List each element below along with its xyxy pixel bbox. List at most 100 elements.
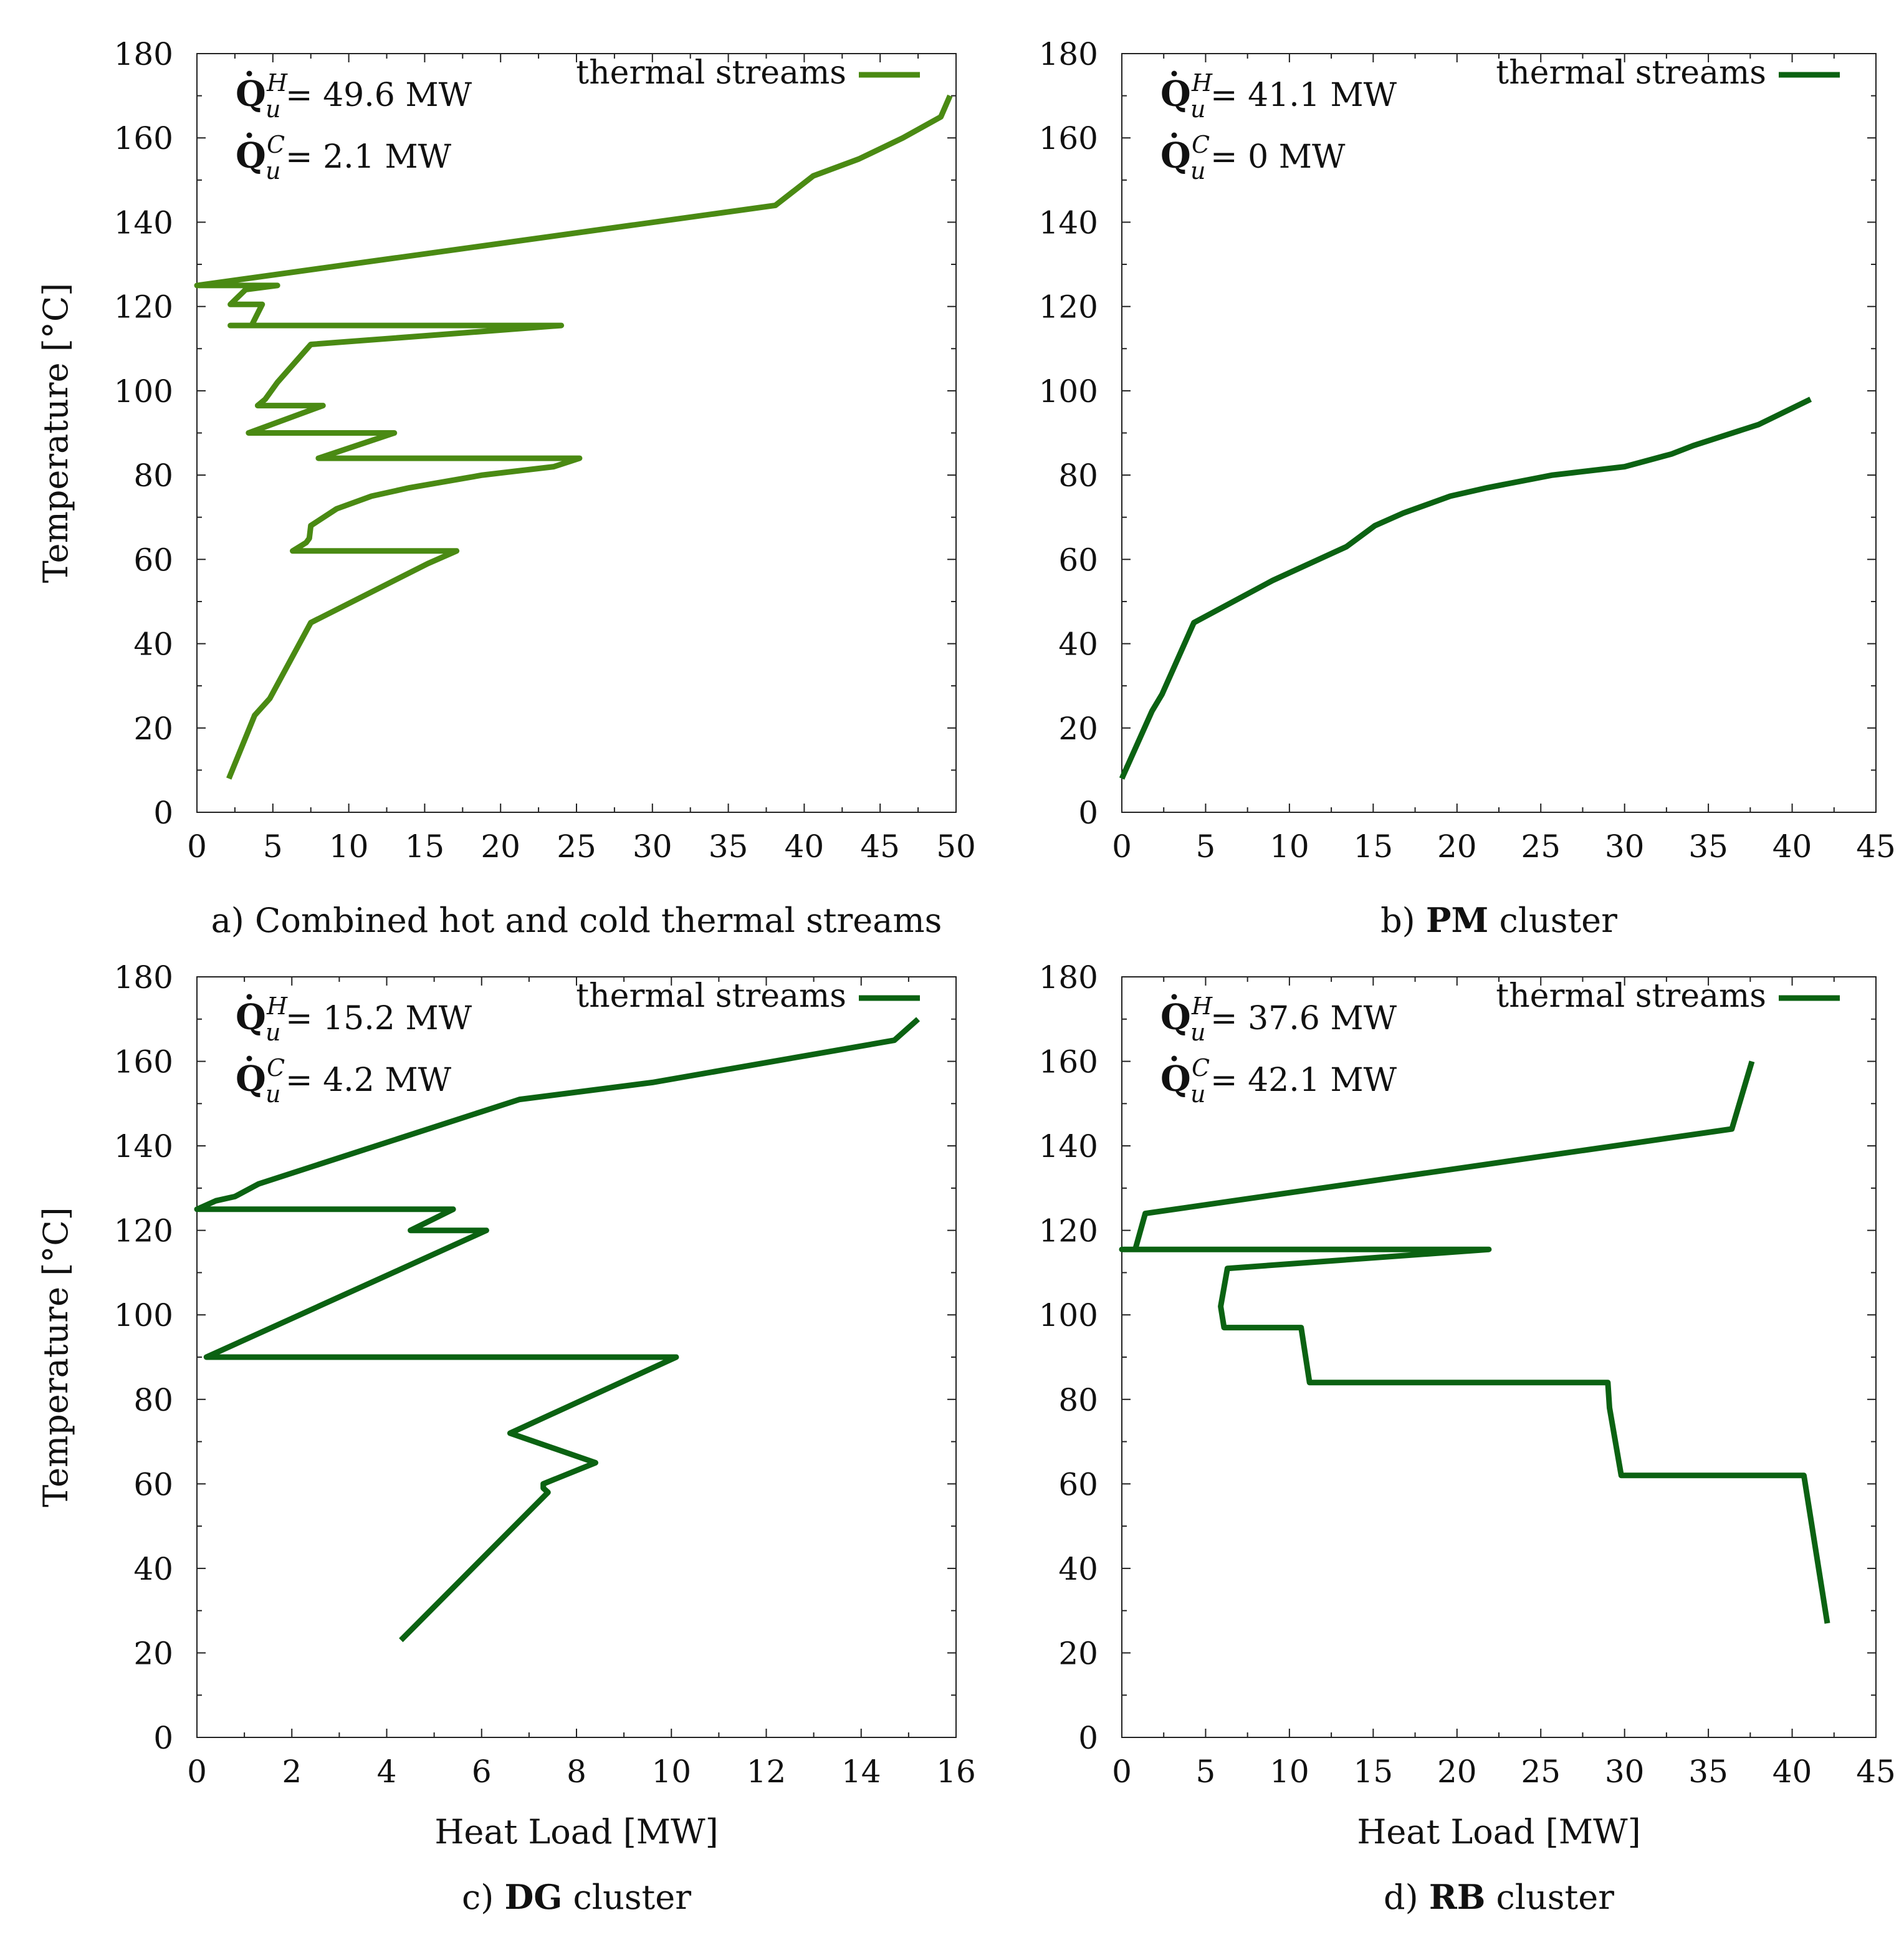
x-tick-label: 20 xyxy=(1437,828,1477,865)
q-dot xyxy=(246,1055,252,1062)
y-tick-label: 20 xyxy=(1058,1635,1098,1671)
x-tick-label: 8 xyxy=(567,1754,586,1790)
x-tick-label: 15 xyxy=(405,828,445,865)
y-tick-label: 0 xyxy=(1078,795,1098,831)
q-dot xyxy=(1171,132,1177,138)
utility-annotation-hot: Q Hu = 41.1 MW xyxy=(1160,69,1397,123)
x-tick-label: 25 xyxy=(1521,828,1561,865)
x-tick-label: 35 xyxy=(1688,1754,1728,1790)
q-symbol: Q xyxy=(236,135,266,176)
q-symbol: Q xyxy=(1160,1059,1191,1100)
y-tick-label: 160 xyxy=(1039,1044,1098,1080)
x-tick-label: 10 xyxy=(1270,1754,1309,1790)
y-tick-label: 100 xyxy=(114,1297,173,1333)
y-tick-label: 160 xyxy=(114,120,173,156)
x-tick-label: 25 xyxy=(1521,1754,1561,1790)
x-tick-label: 10 xyxy=(651,1754,691,1790)
q-subscript: u xyxy=(1190,95,1205,123)
panel-caption: d) RB cluster xyxy=(1384,1877,1614,1917)
x-tick-label: 15 xyxy=(1354,828,1394,865)
y-tick-label: 20 xyxy=(133,1635,173,1671)
q-superscript: H xyxy=(1191,69,1213,97)
y-tick-label: 80 xyxy=(133,1382,173,1418)
y-tick-label: 20 xyxy=(1058,711,1098,747)
y-axis-label: Temperature [°C] xyxy=(36,283,75,583)
x-tick-label: 20 xyxy=(481,828,520,865)
q-subscript: u xyxy=(266,1019,280,1046)
legend-label: thermal streams xyxy=(576,54,846,92)
x-tick-label: 16 xyxy=(936,1754,976,1790)
q-dot xyxy=(1171,70,1177,77)
x-tick-label: 0 xyxy=(187,1754,207,1790)
utility-value: = 49.6 MW xyxy=(285,77,472,114)
q-subscript: u xyxy=(266,1080,280,1108)
x-tick-label: 30 xyxy=(633,828,672,865)
panel-c: 0 20 40 60 80 100 120 140 160 180 0 2 4 6 8 10 12 14 16 the… xyxy=(36,959,976,1917)
q-dot xyxy=(1171,1055,1177,1062)
y-tick-label: 0 xyxy=(153,1720,173,1756)
legend-label: thermal streams xyxy=(1496,54,1766,92)
y-tick-label: 100 xyxy=(114,373,173,410)
caption-text: cluster xyxy=(1488,901,1617,940)
caption-prefix: b) xyxy=(1380,901,1415,940)
q-symbol: Q xyxy=(1160,74,1191,115)
q-dot xyxy=(246,70,252,77)
x-tick-label: 4 xyxy=(377,1754,397,1790)
caption-prefix: d) xyxy=(1384,1878,1418,1917)
y-tick-label: 140 xyxy=(114,204,173,241)
x-tick-label: 14 xyxy=(841,1754,881,1790)
y-tick-label: 80 xyxy=(1058,1382,1098,1418)
utility-annotation-hot: Q Hu = 37.6 MW xyxy=(1160,992,1397,1046)
q-symbol: Q xyxy=(1160,135,1191,176)
y-tick-label: 180 xyxy=(1039,959,1098,996)
x-tick-label: 40 xyxy=(785,828,825,865)
y-tick-label: 120 xyxy=(114,289,173,325)
q-superscript: C xyxy=(267,1054,285,1082)
q-dot xyxy=(246,994,252,1000)
q-subscript: u xyxy=(266,95,280,123)
y-tick-label: 140 xyxy=(1039,204,1098,241)
q-superscript: C xyxy=(1192,131,1210,158)
y-tick-label: 80 xyxy=(1058,458,1098,494)
x-tick-label: 0 xyxy=(1112,828,1132,865)
panel-caption: c) DG cluster xyxy=(462,1877,691,1917)
panel-b: 0 20 40 60 80 100 120 140 160 180 0 5 10 15 20 25 30 35 40… xyxy=(1039,36,1896,940)
series-line-0 xyxy=(194,94,953,780)
y-tick-label: 160 xyxy=(114,1044,173,1080)
q-subscript: u xyxy=(1190,1080,1205,1108)
q-superscript: H xyxy=(1191,992,1213,1020)
series-line-0 xyxy=(1119,1060,1830,1624)
y-axis-label: Temperature [°C] xyxy=(36,1207,75,1507)
x-tick-label: 45 xyxy=(1856,828,1896,865)
y-tick-label: 100 xyxy=(1039,1297,1098,1333)
x-tick-label: 30 xyxy=(1605,828,1645,865)
x-tick-label: 40 xyxy=(1772,828,1812,865)
x-tick-label: 45 xyxy=(1856,1754,1896,1790)
x-tick-label: 10 xyxy=(329,828,369,865)
y-tick-label: 160 xyxy=(1039,120,1098,156)
y-tick-label: 60 xyxy=(133,1466,173,1502)
caption-text: cluster xyxy=(1485,1878,1614,1917)
x-tick-label: 25 xyxy=(557,828,596,865)
utility-value: = 2.1 MW xyxy=(285,138,452,176)
panel-a: 0 20 40 60 80 100 120 140 160 180 0 5 10 15 20 25 30 35 40… xyxy=(36,36,976,940)
x-tick-label: 0 xyxy=(187,828,207,865)
utility-value: = 0 MW xyxy=(1210,138,1346,176)
series-line-0 xyxy=(1119,396,1812,780)
x-tick-label: 10 xyxy=(1270,828,1309,865)
x-tick-label: 35 xyxy=(1688,828,1728,865)
q-subscript: u xyxy=(266,157,280,185)
y-tick-label: 40 xyxy=(1058,627,1098,663)
legend: thermal streams xyxy=(1496,54,1840,92)
series-line-0 xyxy=(194,1017,921,1643)
x-tick-label: 2 xyxy=(282,1754,302,1790)
x-tick-label: 0 xyxy=(1112,1754,1132,1790)
q-superscript: C xyxy=(1192,1054,1210,1082)
y-tick-label: 40 xyxy=(133,627,173,663)
y-tick-label: 140 xyxy=(1039,1128,1098,1164)
q-symbol: Q xyxy=(236,1059,266,1100)
x-tick-label: 15 xyxy=(1354,1754,1394,1790)
panel-d: 0 20 40 60 80 100 120 140 160 180 0 5 10 15 20 25 30 35 40… xyxy=(1039,959,1896,1917)
